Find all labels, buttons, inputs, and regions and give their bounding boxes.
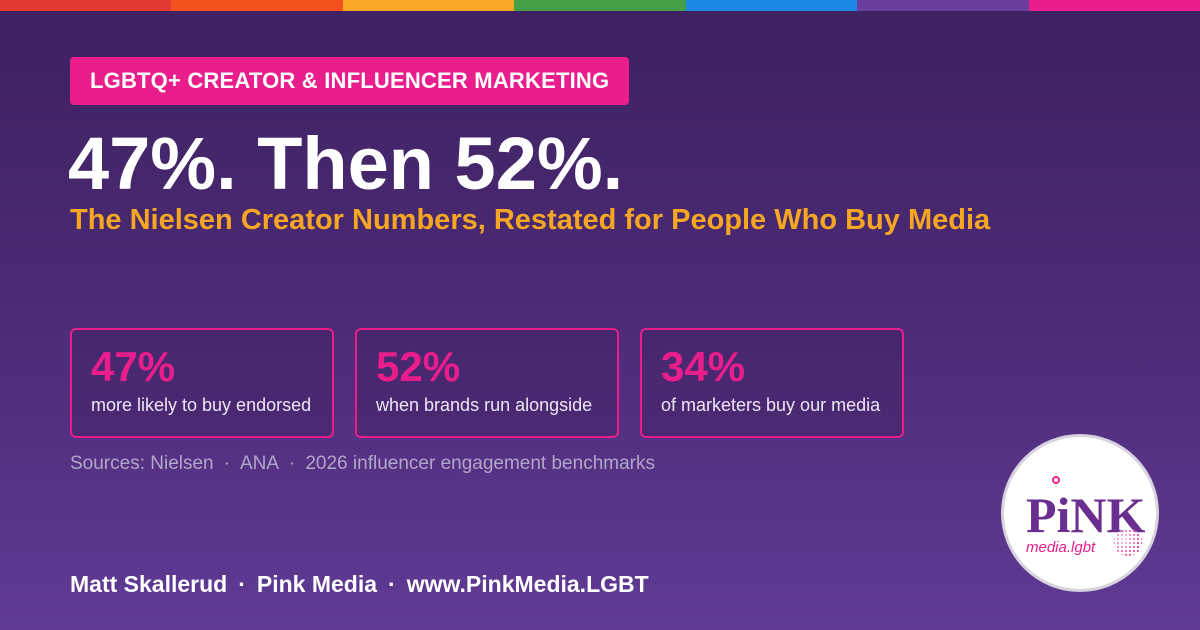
pride-stripe-pink: [1028, 0, 1200, 11]
source-ana: ANA: [239, 453, 280, 474]
pride-stripe-yellow: [342, 0, 515, 11]
sources-separator: ·: [223, 453, 230, 474]
stat-label: when brands run alongside: [376, 395, 593, 415]
sources-separator: ·: [289, 453, 296, 474]
stat-value: 34%: [661, 343, 746, 390]
footer-separator: ·: [388, 571, 396, 597]
company-name: Pink Media: [256, 571, 378, 597]
website-link[interactable]: www.PinkMedia.LGBT: [406, 571, 649, 597]
stat-card-1: 47% more likely to buy endorsed: [70, 328, 334, 438]
stat-value: 47%: [91, 343, 176, 390]
headline: 47%. Then 52%.: [68, 122, 624, 205]
sources-prefix: Sources: Nielsen: [70, 453, 214, 474]
stat-label: more likely to buy endorsed: [91, 395, 312, 415]
footer-byline: Matt Skallerud · Pink Media · www.PinkMedia.…: [70, 570, 649, 598]
stat-card-2: 52% when brands run alongside: [355, 328, 619, 438]
pride-stripe-orange: [171, 0, 343, 11]
author-name: Matt Skallerud: [70, 571, 228, 597]
pride-stripe-blue: [685, 0, 858, 11]
source-benchmarks: 2026 influencer engagement benchmarks: [305, 453, 655, 474]
pride-stripe: [0, 0, 1200, 11]
disco-ball-icon: [1114, 528, 1142, 556]
footer-separator: ·: [238, 571, 246, 597]
subheadline: The Nielsen Creator Numbers, Restated fo…: [70, 204, 991, 236]
pride-stripe-purple: [857, 0, 1029, 11]
pride-stripe-green: [514, 0, 686, 11]
logo-i-dot-icon: [1052, 476, 1060, 484]
logo-domain: media.lgbt: [1026, 539, 1096, 556]
category-tag: LGBTQ+ CREATOR & INFLUENCER MARKETING: [70, 57, 630, 105]
stat-value: 52%: [376, 343, 461, 390]
stat-card-3: 34% of marketers buy our media: [640, 328, 904, 438]
stat-label: of marketers buy our media: [661, 395, 881, 415]
logo-graphic: PiNK media.lgbt: [1026, 476, 1146, 556]
pride-stripe-red: [0, 0, 172, 11]
sources-line: Sources: Nielsen · ANA · 2026 influencer eng…: [70, 452, 655, 476]
pink-media-logo: PiNK media.lgbt: [1001, 434, 1159, 592]
